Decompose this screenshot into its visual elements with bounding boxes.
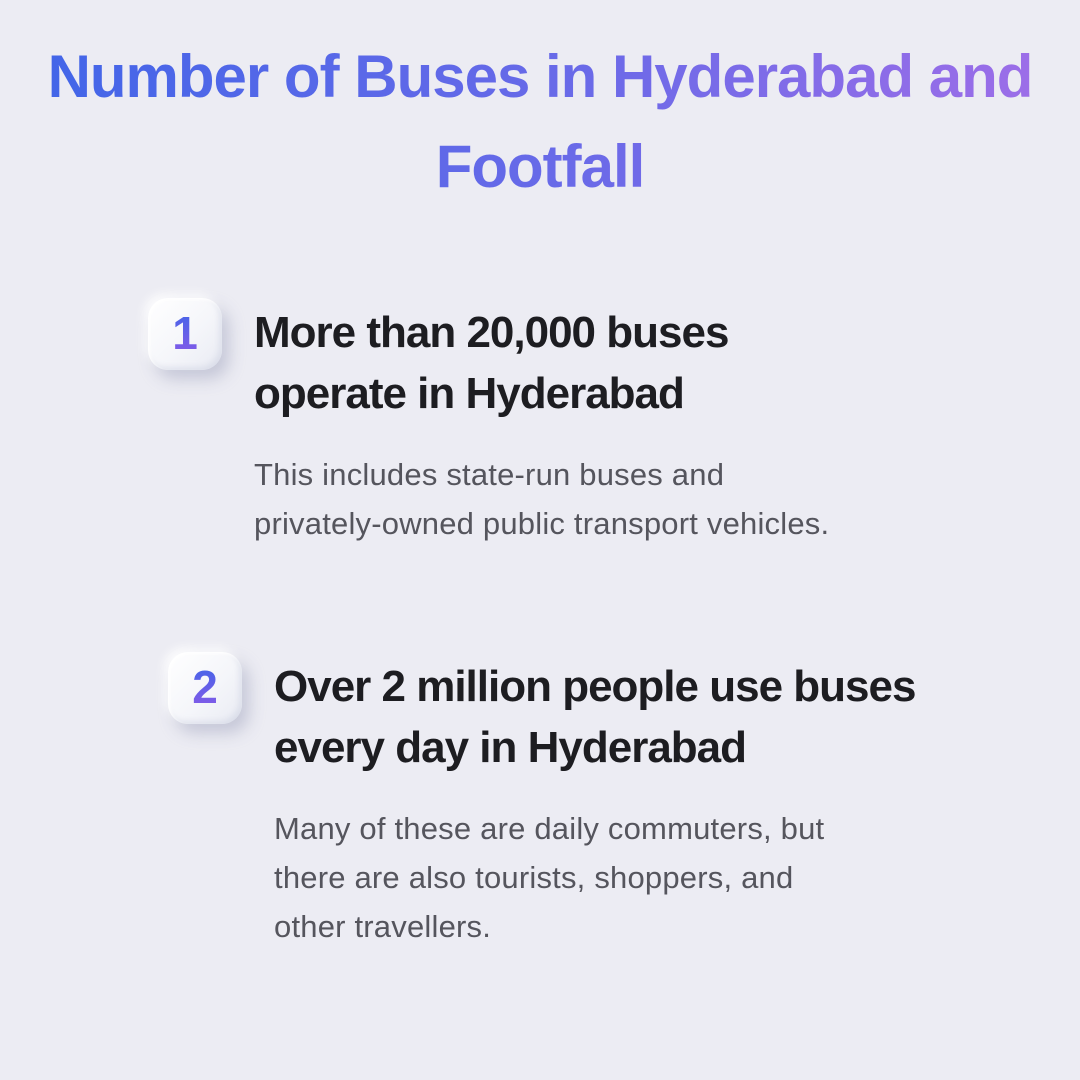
item-description: Many of these are daily commuters, but th… — [274, 811, 825, 944]
item-description: This includes state-run buses and private… — [254, 457, 830, 541]
item-number-badge: 2 — [168, 652, 242, 724]
numbered-list: 1 More than 20,000 buses operate in Hyder… — [0, 298, 1080, 951]
item-number: 2 — [192, 661, 218, 713]
item-content: More than 20,000 buses operate in Hyderab… — [254, 298, 994, 548]
list-item: 1 More than 20,000 buses operate in Hyder… — [148, 298, 1080, 548]
item-number-badge: 1 — [148, 298, 222, 370]
item-heading: More than 20,000 buses operate in Hyderab… — [254, 308, 729, 418]
item-content: Over 2 million people use buses every day… — [274, 652, 1014, 951]
page-title: Number of Buses in Hyderabad and Footfall — [12, 32, 1068, 212]
item-number: 1 — [172, 307, 198, 359]
item-heading: Over 2 million people use buses every day… — [274, 662, 916, 772]
list-item: 2 Over 2 million people use buses every d… — [168, 652, 1080, 951]
